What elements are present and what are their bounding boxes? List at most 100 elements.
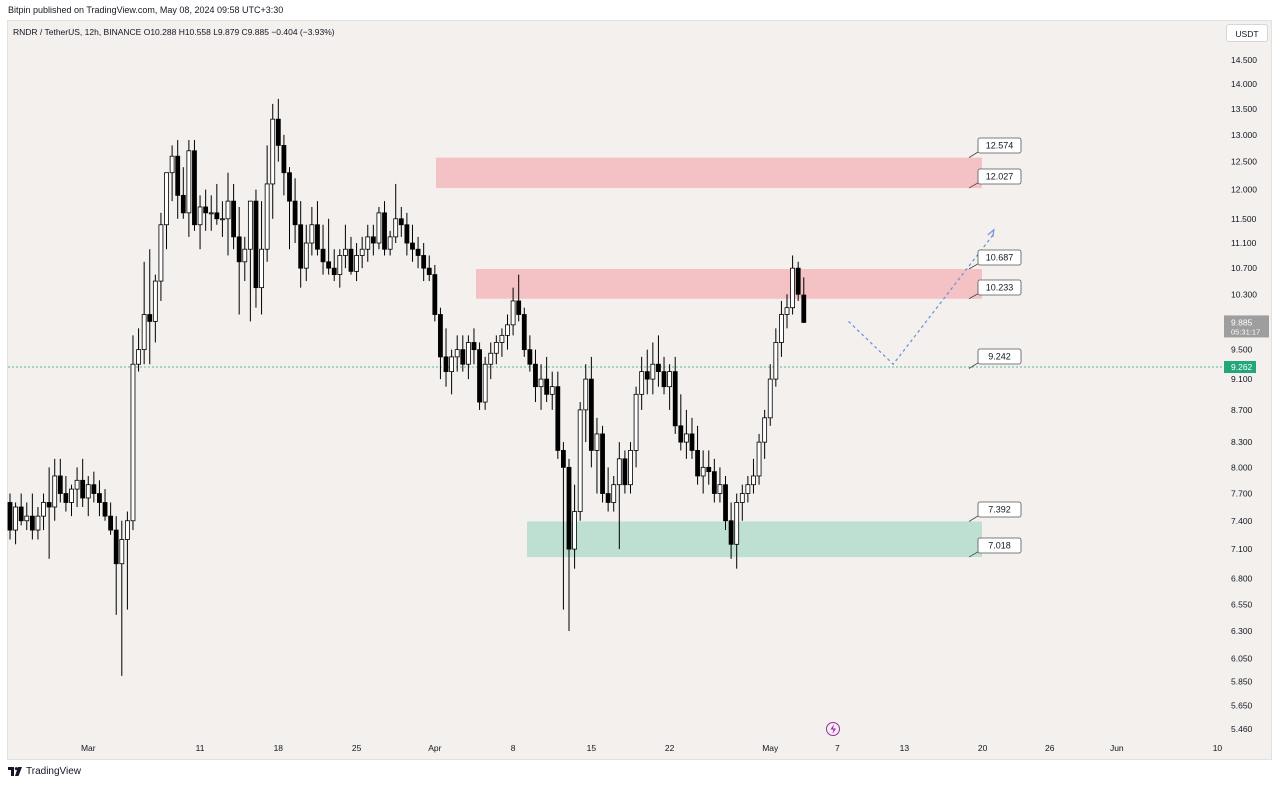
candle: [35, 515, 41, 531]
candle: [376, 212, 382, 244]
candle: [762, 417, 768, 443]
candle: [561, 450, 566, 468]
candle: [309, 224, 315, 244]
candle: [102, 502, 108, 517]
price-tick-label: 5.850: [1231, 677, 1253, 687]
candle: [393, 218, 399, 238]
candle: [516, 300, 522, 315]
tradingview-logo[interactable]: TradingView: [8, 766, 81, 777]
currency-button[interactable]: USDT: [1226, 24, 1268, 42]
candle: [689, 433, 695, 451]
candle: [24, 515, 30, 522]
candle: [119, 539, 125, 565]
resistance-zone-1: [476, 268, 982, 299]
candle: [97, 493, 102, 503]
marked-price-value: 9.262: [1231, 362, 1253, 372]
time-tick-label: 13: [900, 743, 910, 753]
level-label-box: [977, 537, 1022, 554]
time-tick-label: 22: [665, 743, 675, 753]
candle: [175, 155, 181, 196]
time-tick-label: Mar: [81, 743, 96, 753]
candle: [354, 255, 359, 272]
level-labels-layer: 12.574 12.027 10.687 10.233 9.242 7.392 7.018: [968, 137, 1022, 558]
candle: [41, 502, 46, 517]
lightning-bolt: [830, 724, 836, 734]
price-tick-label: 10.700: [1231, 263, 1257, 273]
candle: [779, 314, 784, 343]
candle: [130, 363, 136, 522]
candle: [734, 502, 740, 545]
level-label-text: 7.392: [988, 505, 1011, 515]
price-tick-label: 9.500: [1231, 345, 1253, 355]
candle: [85, 484, 91, 499]
candle: [359, 248, 365, 256]
candle: [7, 502, 13, 531]
candle: [728, 520, 734, 545]
level-label-text: 12.027: [986, 172, 1014, 182]
candle: [683, 433, 689, 443]
bar-countdown: 05:31:17: [1231, 327, 1260, 336]
time-tick-label: 11: [196, 743, 205, 753]
candles-layer: [7, 98, 807, 676]
candle: [661, 371, 667, 388]
candle: [180, 194, 186, 214]
price-tick-label: 6.800: [1231, 574, 1253, 584]
level-label: 9.242: [968, 348, 1022, 369]
candle: [74, 479, 80, 490]
candle: [488, 352, 494, 365]
candle: [398, 218, 404, 226]
candle: [220, 218, 225, 221]
price-tick-label: 9.100: [1231, 374, 1253, 384]
footer: [0, 760, 1280, 785]
candle: [773, 342, 779, 380]
candle: [365, 236, 371, 250]
candle: [186, 150, 192, 214]
support-zone-2: [527, 521, 982, 558]
time-tick-label: May: [762, 743, 779, 753]
candle: [370, 236, 376, 244]
candle: [136, 349, 141, 365]
symbol-legend[interactable]: RNDR / TetherUS, 12h, BINANCE O10.288 H1…: [13, 27, 335, 37]
candle: [527, 349, 533, 365]
candle: [13, 506, 18, 531]
candle: [281, 145, 287, 174]
price-tick-label: 10.300: [1231, 289, 1257, 299]
candle: [465, 342, 471, 365]
candle: [723, 484, 728, 522]
price-tick-label: 13.500: [1231, 104, 1257, 114]
candle: [801, 294, 807, 323]
time-tick-label: 26: [1045, 743, 1055, 753]
price-tick-label: 5.650: [1231, 701, 1253, 711]
candle: [270, 118, 276, 185]
candle: [415, 248, 421, 256]
candle: [242, 248, 248, 263]
price-tick-label: 8.700: [1231, 405, 1253, 415]
level-label: 7.018: [968, 537, 1022, 558]
zones-layer: [436, 157, 982, 558]
level-label-box: [977, 348, 1022, 365]
time-axis: Mar 11 18 25 Apr 8 15 22 May 7 13 20 26 Jun 10: [81, 722, 1223, 753]
candle: [594, 433, 600, 451]
candle: [695, 450, 700, 477]
level-label-box: [977, 279, 1022, 296]
candle: [577, 409, 583, 512]
candle: [477, 349, 482, 403]
candle: [650, 363, 656, 380]
time-tick-label: 15: [587, 743, 597, 753]
candle: [108, 515, 114, 531]
candle: [639, 371, 645, 395]
candle: [767, 378, 773, 419]
tradingview-brand: TradingView: [26, 766, 82, 777]
candle: [756, 441, 762, 477]
candle: [259, 248, 264, 289]
candle: [505, 324, 510, 336]
candle: [438, 314, 443, 358]
candle: [348, 248, 354, 272]
last-price-tag: [1224, 315, 1269, 338]
time-tick-label: 25: [352, 743, 362, 753]
time-tick-label: 10: [1213, 743, 1223, 753]
candle: [711, 471, 717, 494]
candle: [745, 484, 751, 494]
level-label: 7.392: [968, 501, 1022, 522]
